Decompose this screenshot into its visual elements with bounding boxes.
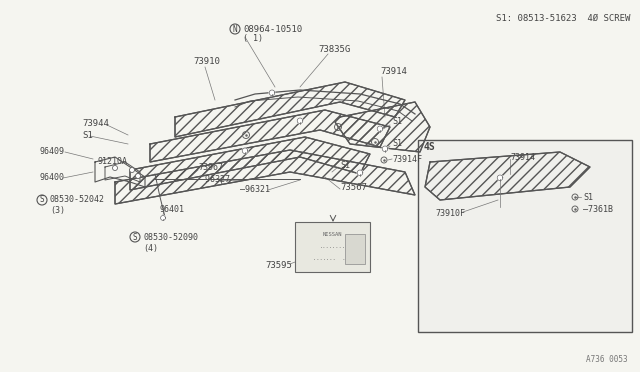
Text: 73944: 73944: [82, 119, 109, 128]
Text: N: N: [233, 25, 237, 33]
Text: (3): (3): [50, 206, 65, 215]
Text: 4S: 4S: [424, 142, 436, 152]
Text: S: S: [132, 232, 138, 241]
Text: 73567: 73567: [340, 183, 367, 192]
Text: 96409: 96409: [40, 148, 65, 157]
Polygon shape: [242, 148, 248, 154]
Polygon shape: [297, 118, 303, 124]
Text: S1: S1: [82, 131, 93, 140]
Polygon shape: [382, 146, 388, 152]
Polygon shape: [269, 90, 275, 96]
Text: 08530-52090: 08530-52090: [143, 232, 198, 241]
Text: 96401: 96401: [160, 205, 185, 215]
Polygon shape: [377, 126, 383, 132]
Text: .......  ...: ....... ...: [313, 256, 352, 260]
Text: –7361B: –7361B: [583, 205, 613, 214]
Text: 73595: 73595: [265, 260, 292, 269]
Text: –96321: –96321: [240, 185, 270, 193]
Polygon shape: [497, 175, 503, 180]
Text: 08530-52042: 08530-52042: [50, 196, 105, 205]
Text: ( 1): ( 1): [243, 35, 263, 44]
Text: 73967: 73967: [198, 163, 223, 171]
Polygon shape: [357, 170, 363, 176]
Bar: [345, 234, 365, 264]
Bar: [418, 140, 632, 332]
Text: 73914: 73914: [510, 153, 535, 161]
Text: 73914F: 73914F: [392, 154, 422, 164]
Circle shape: [136, 173, 141, 179]
Text: 73910F: 73910F: [435, 209, 465, 218]
Polygon shape: [161, 215, 166, 220]
Text: 91210A: 91210A: [98, 157, 128, 167]
Text: S: S: [40, 196, 44, 205]
Text: S1: S1: [392, 118, 402, 126]
Text: 73910: 73910: [193, 58, 220, 67]
Text: S1: S1: [340, 160, 350, 170]
Text: S1: S1: [583, 192, 593, 202]
Circle shape: [113, 166, 118, 170]
Text: 96400: 96400: [40, 173, 65, 182]
Text: NISSAN: NISSAN: [323, 231, 342, 237]
Text: (4): (4): [143, 244, 158, 253]
Text: 08964-10510: 08964-10510: [243, 25, 302, 33]
Text: –96327: –96327: [200, 174, 230, 183]
Text: A736 0053: A736 0053: [586, 355, 628, 364]
Circle shape: [129, 167, 134, 173]
Text: 73914: 73914: [380, 67, 407, 77]
Bar: [295, 222, 370, 272]
Text: 73835G: 73835G: [318, 45, 350, 55]
Text: ........: ........: [319, 244, 346, 248]
Text: S1: S1: [392, 140, 402, 148]
Text: S1: 08513-51623  4Ø SCREW: S1: 08513-51623 4Ø SCREW: [495, 14, 630, 23]
